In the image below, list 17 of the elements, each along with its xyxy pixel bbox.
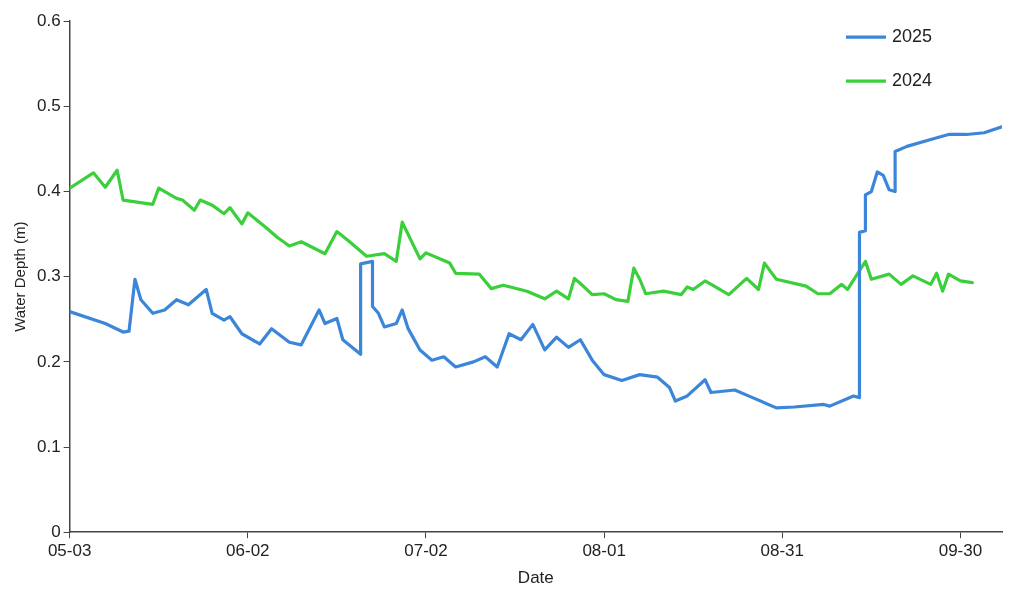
y-tick-label: 0 [51,521,61,541]
y-tick-label: 0.5 [36,96,61,116]
x-tick-label: 07-02 [404,541,448,561]
y-tick-label: 0.3 [36,266,61,286]
x-tick-label: 05-03 [47,541,92,561]
y-tick-label: 0.2 [36,351,61,371]
x-tick-label: 08-31 [760,541,805,561]
legend-label: 2024 [891,70,932,91]
x-axis-title: Date [517,568,554,588]
legend-label: 2025 [891,26,932,47]
y-axis-title: Water Depth (m) [11,221,29,332]
y-tick-label: 0.1 [36,436,61,456]
y-tick-label: 0.6 [36,10,61,30]
y-tick-label: 0.4 [36,181,61,201]
x-tick-label: 09-30 [938,541,983,561]
x-tick-label: 06-02 [226,541,270,561]
x-tick-label: 08-01 [582,541,626,561]
